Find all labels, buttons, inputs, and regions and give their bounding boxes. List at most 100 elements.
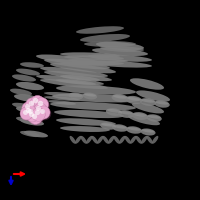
- Ellipse shape: [92, 48, 148, 56]
- Ellipse shape: [60, 126, 110, 132]
- Ellipse shape: [88, 54, 152, 62]
- Ellipse shape: [54, 110, 124, 118]
- Ellipse shape: [44, 59, 110, 69]
- Ellipse shape: [44, 92, 84, 97]
- Ellipse shape: [127, 97, 141, 101]
- Ellipse shape: [36, 75, 104, 85]
- Point: [39, 103, 43, 106]
- Point: [25, 112, 28, 115]
- Ellipse shape: [103, 136, 109, 144]
- Ellipse shape: [127, 127, 141, 131]
- Ellipse shape: [83, 92, 97, 100]
- Ellipse shape: [140, 98, 156, 106]
- Point: [40, 104, 43, 107]
- Point: [42, 112, 45, 115]
- Ellipse shape: [84, 93, 96, 97]
- Ellipse shape: [84, 60, 152, 68]
- Point: [32, 114, 35, 117]
- Ellipse shape: [84, 41, 136, 47]
- Point: [27, 109, 31, 113]
- Ellipse shape: [107, 109, 121, 113]
- Point: [28, 110, 31, 113]
- Point: [38, 113, 41, 116]
- Ellipse shape: [40, 79, 108, 89]
- Ellipse shape: [100, 122, 116, 130]
- Point: [31, 113, 34, 117]
- Ellipse shape: [16, 69, 40, 75]
- Point: [32, 114, 35, 117]
- Point: [34, 116, 37, 119]
- Ellipse shape: [14, 94, 40, 102]
- Ellipse shape: [20, 118, 44, 126]
- Point: [28, 109, 31, 112]
- Ellipse shape: [113, 95, 127, 99]
- Ellipse shape: [76, 26, 124, 34]
- Ellipse shape: [69, 92, 83, 100]
- Ellipse shape: [96, 42, 144, 50]
- Ellipse shape: [101, 123, 115, 127]
- Point: [36, 101, 39, 104]
- Ellipse shape: [126, 96, 142, 104]
- Point: [38, 107, 41, 111]
- Ellipse shape: [16, 82, 44, 90]
- Point: [26, 106, 30, 109]
- Ellipse shape: [112, 124, 128, 132]
- Ellipse shape: [68, 58, 128, 63]
- Point: [40, 110, 43, 113]
- Ellipse shape: [56, 118, 116, 126]
- Point: [30, 102, 33, 105]
- Ellipse shape: [50, 102, 136, 110]
- Ellipse shape: [126, 126, 142, 134]
- Ellipse shape: [141, 99, 155, 103]
- Ellipse shape: [154, 100, 170, 108]
- Point: [38, 102, 41, 105]
- Ellipse shape: [70, 93, 82, 97]
- Ellipse shape: [24, 131, 48, 137]
- Ellipse shape: [75, 136, 81, 144]
- Ellipse shape: [125, 136, 131, 144]
- Ellipse shape: [12, 74, 36, 82]
- Ellipse shape: [97, 136, 103, 144]
- Ellipse shape: [141, 136, 147, 144]
- Ellipse shape: [142, 129, 154, 133]
- Ellipse shape: [70, 136, 76, 144]
- Point: [34, 99, 37, 102]
- Ellipse shape: [146, 114, 162, 122]
- Ellipse shape: [10, 89, 32, 95]
- Ellipse shape: [16, 106, 40, 114]
- Ellipse shape: [130, 78, 164, 90]
- Ellipse shape: [56, 85, 136, 95]
- Ellipse shape: [56, 79, 96, 85]
- Ellipse shape: [50, 63, 116, 73]
- Ellipse shape: [119, 136, 125, 144]
- Point: [36, 111, 39, 114]
- Ellipse shape: [20, 131, 40, 137]
- Ellipse shape: [48, 100, 76, 105]
- Ellipse shape: [118, 110, 134, 118]
- Point: [30, 112, 33, 115]
- Ellipse shape: [100, 46, 144, 52]
- Ellipse shape: [86, 136, 92, 144]
- Ellipse shape: [128, 115, 160, 125]
- Ellipse shape: [113, 125, 127, 129]
- Ellipse shape: [60, 75, 100, 81]
- Ellipse shape: [132, 112, 148, 120]
- Ellipse shape: [133, 113, 147, 117]
- Point: [23, 110, 26, 113]
- Ellipse shape: [132, 103, 164, 113]
- Ellipse shape: [155, 101, 169, 105]
- Ellipse shape: [60, 61, 124, 66]
- Ellipse shape: [40, 67, 108, 77]
- Ellipse shape: [147, 115, 161, 119]
- Ellipse shape: [44, 71, 112, 81]
- Point: [39, 108, 42, 111]
- Ellipse shape: [108, 136, 114, 144]
- Point: [35, 100, 38, 103]
- Ellipse shape: [130, 136, 136, 144]
- Ellipse shape: [80, 34, 130, 42]
- Ellipse shape: [114, 136, 120, 144]
- Ellipse shape: [152, 136, 158, 144]
- Ellipse shape: [12, 103, 34, 109]
- Point: [30, 111, 33, 114]
- Point: [24, 111, 28, 115]
